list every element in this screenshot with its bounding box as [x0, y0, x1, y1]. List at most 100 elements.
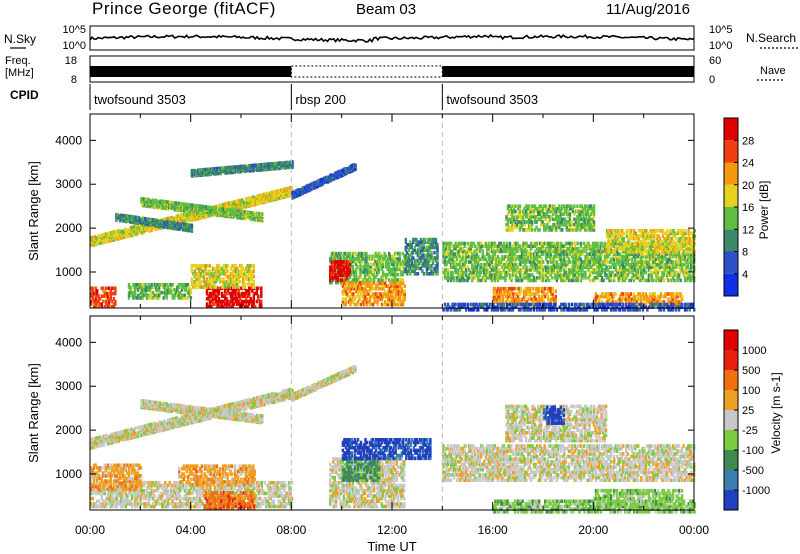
heatmap-cell: [537, 249, 540, 254]
heatmap-cell: [225, 279, 228, 284]
heatmap-cell: [232, 165, 235, 169]
heatmap-cell: [226, 282, 230, 287]
heatmap-cell: [641, 276, 645, 280]
heatmap-cell: [460, 265, 463, 269]
heatmap-cell: [545, 257, 548, 262]
heatmap-cell: [133, 290, 137, 295]
heatmap-cell: [403, 259, 406, 264]
heatmap-cell: [208, 285, 212, 289]
heatmap-cell: [452, 265, 456, 269]
heatmap-cell: [111, 304, 114, 309]
heatmap-cell: [380, 275, 383, 280]
heatmap-cell: [351, 278, 355, 282]
heatmap-cell: [202, 279, 206, 284]
heatmap-cell: [552, 257, 555, 262]
heatmap-cell: [188, 290, 191, 295]
heatmap-cell: [217, 302, 221, 306]
heatmap-cell: [525, 268, 528, 272]
heatmap-cell: [451, 252, 454, 256]
heatmap-cell: [136, 293, 140, 298]
heatmap-cell: [397, 278, 400, 282]
heatmap-cell: [195, 209, 199, 213]
heatmap-cell: [210, 282, 213, 287]
heatmap-cell: [90, 286, 93, 291]
heatmap-cell: [237, 294, 240, 298]
heatmap-cell: [609, 278, 613, 283]
heatmap-cell: [551, 257, 554, 262]
heatmap-cell: [492, 247, 495, 251]
heatmap-cell: [204, 279, 207, 284]
heatmap-cell: [546, 247, 549, 251]
heatmap-cell: [552, 270, 555, 275]
heatmap-cell: [149, 217, 152, 222]
heatmap-cell: [579, 270, 583, 275]
heatmap-cell: [425, 256, 429, 260]
heatmap-cell: [374, 265, 377, 269]
heatmap-cell: [427, 258, 430, 263]
heatmap-cell: [365, 251, 368, 256]
heatmap-cell: [217, 289, 221, 293]
heatmap-cell: [493, 273, 497, 277]
heatmap-cell: [351, 251, 355, 256]
heatmap-cell: [436, 258, 439, 263]
heatmap-cell: [519, 276, 522, 280]
heatmap-cell: [229, 272, 233, 276]
heatmap-cell: [388, 267, 391, 272]
heatmap-cell: [363, 270, 367, 274]
heatmap-cell: [564, 278, 567, 283]
heatmap-cell: [504, 265, 507, 269]
heatmap-cell: [616, 273, 619, 277]
heatmap-cell: [609, 273, 613, 277]
heatmap-cell: [245, 291, 248, 296]
heatmap-cell: [216, 294, 219, 298]
heatmap-cell: [581, 276, 584, 280]
heatmap-cell: [354, 166, 357, 171]
heatmap-cell: [91, 235, 94, 240]
heatmap-cell: [373, 286, 376, 291]
heatmap-cell: [356, 254, 359, 259]
heatmap-cell: [214, 277, 218, 281]
heatmap-cell: [587, 268, 590, 272]
heatmap-cell: [129, 285, 132, 290]
heatmap-cell: [368, 302, 372, 307]
heatmap-cell: [340, 168, 343, 173]
heatmap-cell: [232, 291, 236, 296]
heatmap-cell: [344, 265, 347, 269]
heatmap-cell: [350, 284, 354, 288]
heatmap-cell: [472, 257, 475, 262]
heatmap-cell: [371, 294, 375, 299]
heatmap-cell: [526, 244, 530, 248]
heatmap-cell: [156, 290, 159, 295]
heatmap-cell: [363, 259, 367, 264]
heatmap-cell: [349, 297, 352, 302]
heatmap-cell: [330, 251, 333, 256]
heatmap-cell: [363, 275, 367, 280]
heatmap-cell: [508, 276, 512, 280]
heatmap-cell: [353, 259, 356, 264]
heatmap-cell: [177, 290, 180, 295]
heatmap-cell: [280, 161, 283, 165]
heatmap-cell: [147, 288, 150, 292]
heatmap-cell: [185, 202, 188, 207]
heatmap-cell: [629, 278, 632, 283]
heatmap-cell: [635, 273, 638, 277]
heatmap-cell: [493, 241, 497, 246]
heatmap-cell: [585, 252, 589, 256]
heatmap-cell: [410, 269, 413, 273]
heatmap-cell: [185, 285, 188, 290]
heatmap-cell: [635, 254, 638, 259]
heatmap-cell: [216, 286, 219, 291]
heatmap-cell: [164, 290, 167, 295]
heatmap-cell: [252, 212, 255, 217]
heatmap-cell: [614, 268, 617, 272]
heatmap-cell: [385, 275, 388, 280]
heatmap-cell: [529, 273, 533, 277]
heatmap-cell: [555, 262, 558, 267]
heatmap-cell: [563, 252, 566, 256]
heatmap-cell: [251, 277, 254, 281]
heatmap-cell: [514, 257, 518, 262]
heatmap-cell: [251, 302, 254, 306]
heatmap-cell: [581, 252, 584, 256]
heatmap-cell: [523, 265, 527, 269]
heatmap-cell: [291, 160, 294, 164]
